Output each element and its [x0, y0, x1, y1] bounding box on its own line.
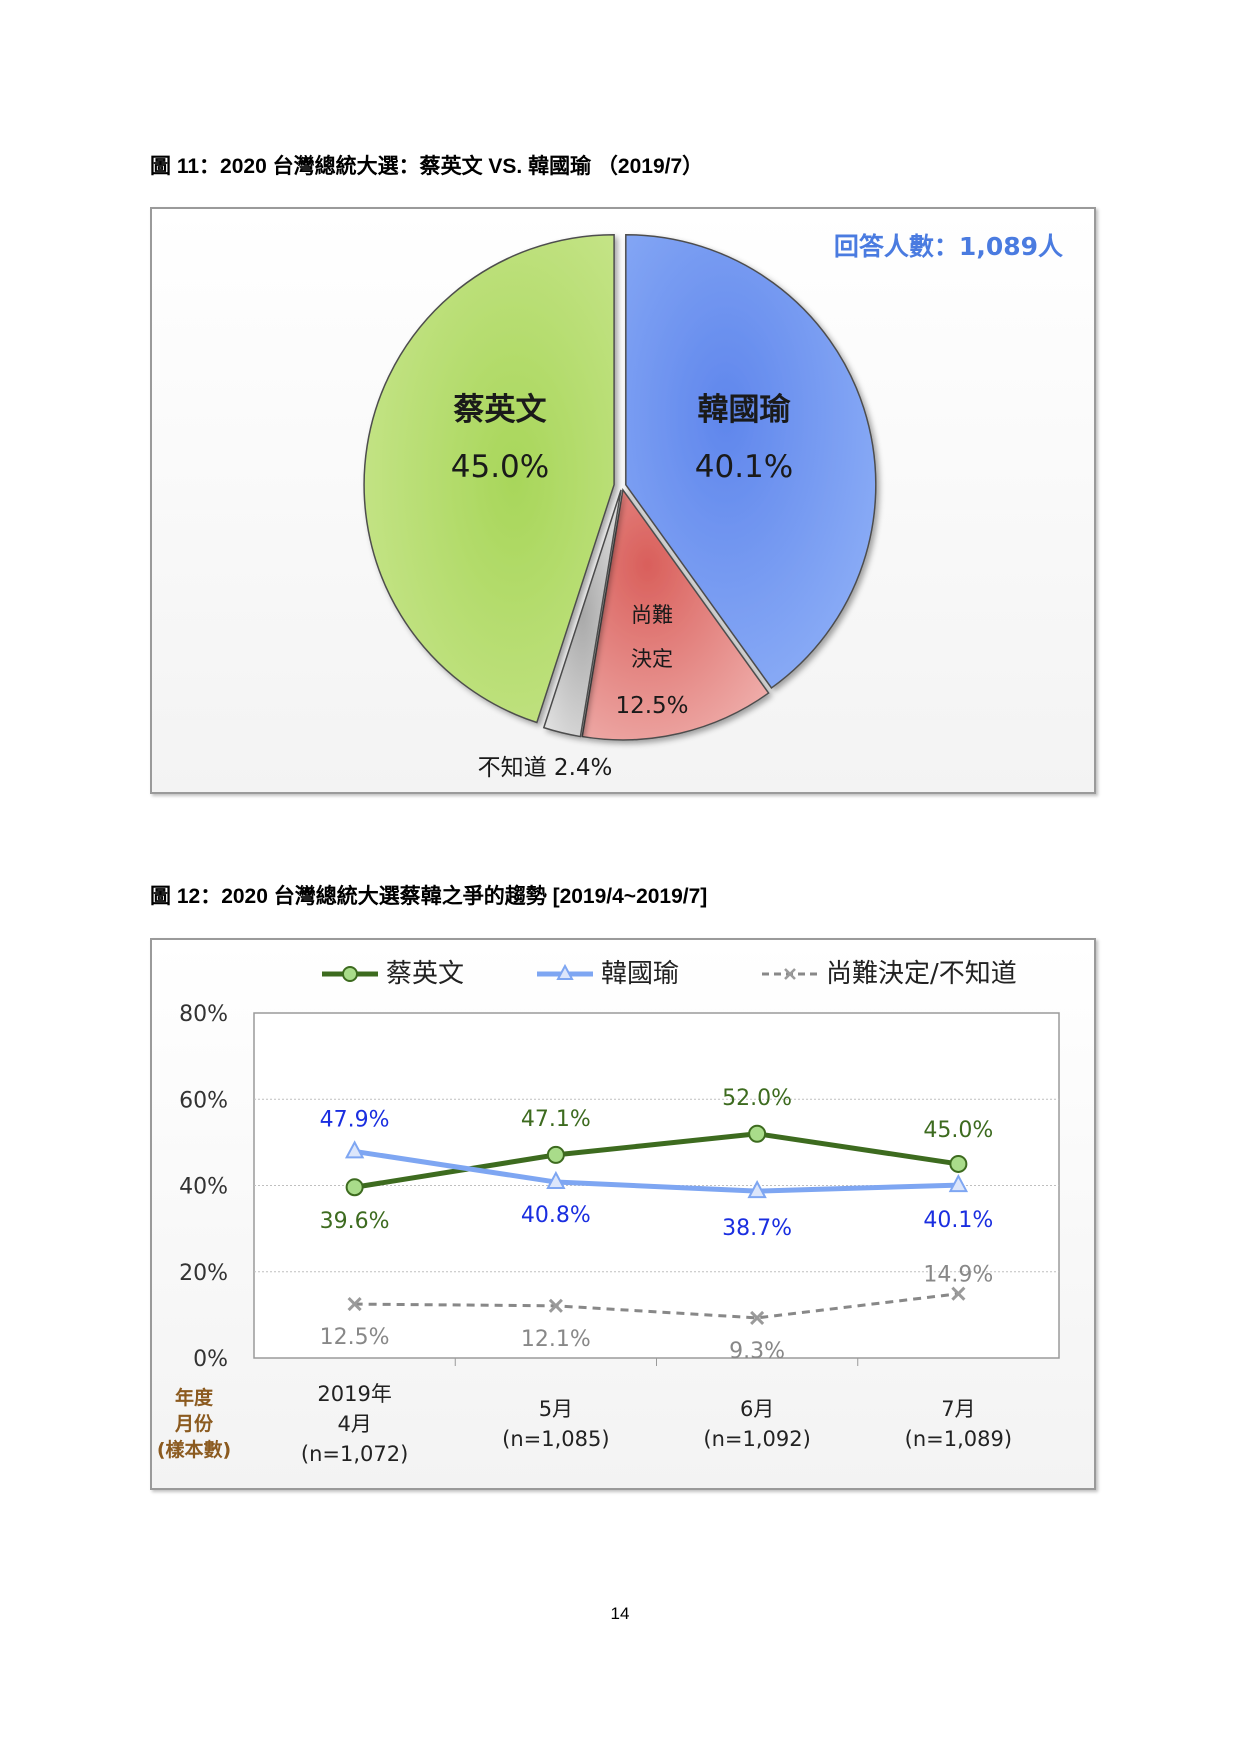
- pie-chart-panel: 回答人數：1,089人 韓國瑜 40.1% 尚難 決定 12.5% 不知道 2.…: [150, 207, 1096, 794]
- line-chart: 0% 20% 40% 60% 80% 39.6% 47.1% 52.0% 45.0% 47.9% 4…: [157, 959, 1060, 1466]
- data-point: [548, 1298, 563, 1313]
- y-tick-label: 40%: [179, 1175, 228, 1200]
- sample-size-label: (n=1,072): [301, 1442, 408, 1466]
- pie-label-undecided-line2: 決定: [631, 647, 673, 671]
- line-chart-panel: 0% 20% 40% 60% 80% 39.6% 47.1% 52.0% 45.0% 47.9% 4…: [150, 938, 1096, 1490]
- data-label: 40.8%: [521, 1203, 591, 1228]
- sample-size-label: (n=1,089): [905, 1427, 1012, 1451]
- data-point: [546, 1145, 565, 1164]
- figure-12-title: 圖 12：2020 台灣總統大選蔡韓之爭的趨勢 [2019/4~2019/7]: [150, 885, 708, 908]
- x-tick-label: 7月: [941, 1397, 975, 1421]
- pie-slice-1: [625, 234, 877, 689]
- legend-marker: [556, 963, 574, 980]
- data-label: 45.0%: [923, 1118, 993, 1143]
- data-point: [948, 1173, 969, 1193]
- legend-label: 韓國瑜: [601, 959, 679, 989]
- data-point: [951, 1286, 966, 1301]
- x-axis-row-label: 月份: [174, 1412, 214, 1435]
- series-line-1: [354, 1131, 959, 1190]
- data-label: 14.9%: [923, 1263, 993, 1288]
- pie-label-tsai-name: 蔡英文: [454, 392, 547, 428]
- series-line-2: [354, 1148, 959, 1194]
- x-tick-label: 5月: [539, 1397, 573, 1421]
- data-point: [347, 1297, 362, 1312]
- y-tick-label: 20%: [179, 1261, 228, 1286]
- x-axis-year-label: 2019年: [317, 1382, 391, 1406]
- data-label: 9.3%: [729, 1339, 785, 1364]
- data-point: [750, 1310, 765, 1325]
- x-axis-row-label: 年度: [175, 1386, 214, 1409]
- legend-label: 尚難決定/不知道: [826, 959, 1017, 989]
- sample-size-label: (n=1,092): [703, 1427, 810, 1451]
- pie-chart: 回答人數：1,089人 韓國瑜 40.1% 尚難 決定 12.5% 不知道 2.…: [363, 232, 1063, 781]
- data-label: 38.7%: [722, 1216, 792, 1241]
- data-label: 52.0%: [722, 1086, 792, 1111]
- data-point: [345, 1178, 364, 1197]
- data-point: [748, 1124, 767, 1143]
- respondent-count-annotation: 回答人數：1,089人: [834, 232, 1063, 261]
- pie-slice-4: [363, 233, 615, 724]
- pie-label-han-value: 40.1%: [695, 449, 793, 485]
- x-axis-row-label: (樣本數): [157, 1438, 231, 1461]
- series-line-3: [354, 1292, 959, 1320]
- legend-label: 蔡英文: [386, 959, 464, 989]
- x-tick-label: 4月: [337, 1412, 371, 1436]
- data-point: [344, 1140, 365, 1159]
- legend-marker: [342, 966, 358, 982]
- pie-label-unknown: 不知道 2.4%: [478, 755, 613, 781]
- y-tick-label: 60%: [179, 1088, 228, 1113]
- y-tick-label: 80%: [179, 1002, 228, 1027]
- pie-label-undecided-line1: 尚難: [631, 603, 673, 627]
- page-number: 14: [610, 1604, 630, 1623]
- data-point: [546, 1170, 566, 1190]
- pie-label-han-name: 韓國瑜: [698, 392, 792, 428]
- data-point: [747, 1179, 767, 1199]
- legend-marker: [784, 968, 796, 980]
- pie-slice-2: [581, 487, 770, 741]
- pie-slice-3: [542, 489, 622, 738]
- data-label: 47.1%: [521, 1107, 591, 1132]
- data-label: 47.9%: [320, 1107, 390, 1132]
- data-label: 40.1%: [923, 1208, 993, 1233]
- data-label: 39.6%: [320, 1209, 390, 1234]
- figure-11-title: 圖 11：2020 台灣總統大選：蔡英文 VS. 韓國瑜 （2019/7）: [150, 155, 704, 178]
- x-tick-label: 6月: [740, 1397, 774, 1421]
- pie-label-tsai-value: 45.0%: [451, 449, 549, 485]
- data-point: [949, 1154, 968, 1173]
- pie-label-undecided-value: 12.5%: [615, 693, 688, 719]
- data-label: 12.5%: [320, 1325, 390, 1350]
- sample-size-label: (n=1,085): [502, 1427, 609, 1451]
- y-tick-label: 0%: [193, 1347, 228, 1372]
- data-label: 12.1%: [521, 1327, 591, 1352]
